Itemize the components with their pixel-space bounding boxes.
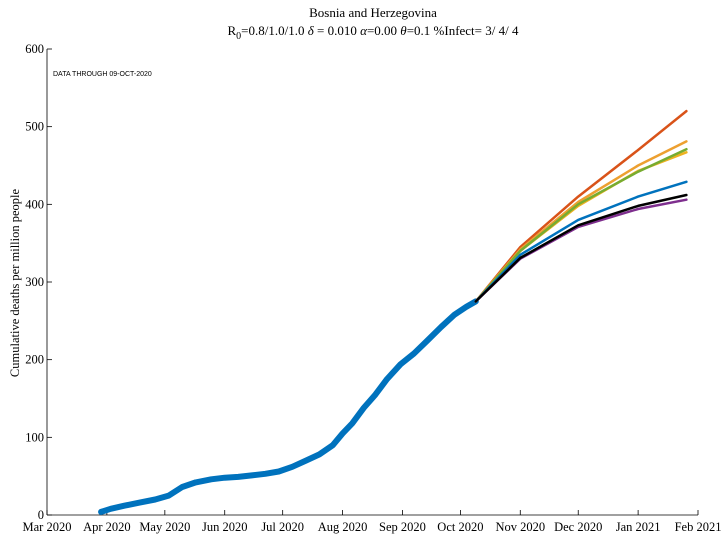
x-tick-label: Jan 2021 (616, 520, 661, 534)
y-tick-label: 300 (25, 275, 44, 289)
x-tick-label: Mar 2020 (23, 520, 72, 534)
chart-title: Bosnia and Herzegovina (309, 5, 437, 20)
y-tick-label: 500 (25, 120, 44, 134)
y-tick-label: 400 (25, 197, 44, 211)
observed-series-line (98, 298, 479, 515)
series-layer (98, 109, 688, 515)
data-through-annotation: DATA THROUGH 09-OCT-2020 (53, 71, 152, 78)
chart-subtitle: R0=0.8/1.0/1.0 δ = 0.010 α=0.00 θ=0.1 %I… (228, 23, 519, 42)
y-tick-label: 100 (25, 430, 44, 444)
axes: 0 100 200 300 400 500 600 Mar 2020 Apr 2020 May 2… (23, 42, 722, 534)
y-tick-label: 0 (38, 508, 44, 522)
projection-series-line-4 (474, 147, 688, 303)
projection-series-line-6 (474, 198, 688, 303)
x-tick-label: May 2020 (139, 520, 190, 534)
projection-series-line-5 (474, 180, 688, 303)
x-tick-label: Jul 2020 (261, 520, 304, 534)
x-tick-label: Dec 2020 (554, 520, 602, 534)
y-tick-label: 200 (25, 353, 44, 367)
projection-series-line-7 (474, 193, 688, 303)
x-tick-label: Feb 2021 (675, 520, 722, 534)
y-tick-label: 600 (25, 42, 44, 56)
x-tick-label: Oct 2020 (437, 520, 483, 534)
x-tick-label: Nov 2020 (495, 520, 545, 534)
x-tick-label: Jun 2020 (202, 520, 248, 534)
x-tick-label: Sep 2020 (379, 520, 426, 534)
x-tick-label: Apr 2020 (83, 520, 131, 534)
x-tick-label: Aug 2020 (318, 520, 368, 534)
y-axis-label: Cumulative deaths per million people (8, 188, 22, 377)
